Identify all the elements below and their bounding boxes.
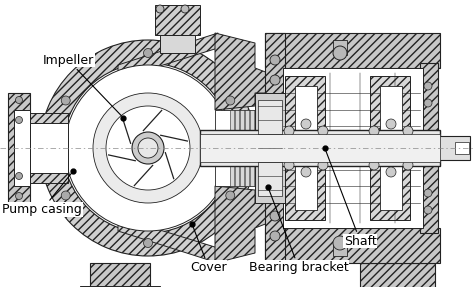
Bar xyxy=(420,63,438,233)
Text: Pump casing: Pump casing xyxy=(2,173,82,216)
Circle shape xyxy=(226,191,235,200)
Circle shape xyxy=(61,96,70,105)
Circle shape xyxy=(403,160,413,170)
Bar xyxy=(200,130,440,166)
Circle shape xyxy=(325,143,335,153)
Bar xyxy=(370,76,410,220)
Polygon shape xyxy=(215,186,268,263)
Bar xyxy=(230,110,234,186)
Circle shape xyxy=(318,126,328,136)
Bar xyxy=(265,33,285,263)
Bar xyxy=(200,134,440,162)
Polygon shape xyxy=(215,33,268,110)
Bar xyxy=(255,93,285,203)
Text: Cover: Cover xyxy=(190,226,227,274)
Bar xyxy=(155,5,200,35)
Bar xyxy=(333,40,347,55)
Circle shape xyxy=(284,160,294,170)
Circle shape xyxy=(424,82,432,90)
Bar xyxy=(435,136,470,160)
Circle shape xyxy=(369,126,379,136)
Bar xyxy=(80,286,160,287)
Bar xyxy=(283,68,423,228)
Circle shape xyxy=(144,49,153,57)
Circle shape xyxy=(301,119,311,129)
Circle shape xyxy=(156,5,164,13)
Circle shape xyxy=(424,189,432,197)
Bar xyxy=(215,110,268,186)
Circle shape xyxy=(270,75,280,85)
Text: Impeller: Impeller xyxy=(43,54,121,116)
Circle shape xyxy=(369,160,379,170)
Circle shape xyxy=(333,236,347,250)
Circle shape xyxy=(318,160,328,170)
Text: Shaft: Shaft xyxy=(326,150,377,248)
Circle shape xyxy=(424,99,432,107)
Bar xyxy=(8,93,30,203)
Circle shape xyxy=(410,143,420,153)
Bar xyxy=(240,110,244,186)
Bar xyxy=(265,228,440,263)
Bar xyxy=(245,110,249,186)
Bar xyxy=(258,100,282,196)
Circle shape xyxy=(277,143,287,153)
Circle shape xyxy=(144,238,153,247)
Bar xyxy=(380,86,402,210)
Circle shape xyxy=(132,132,164,164)
Bar xyxy=(160,35,195,53)
Circle shape xyxy=(270,231,280,241)
Circle shape xyxy=(16,117,22,123)
Polygon shape xyxy=(118,33,218,79)
Circle shape xyxy=(270,55,280,65)
Circle shape xyxy=(106,106,190,190)
Circle shape xyxy=(403,126,413,136)
Circle shape xyxy=(270,211,280,221)
Circle shape xyxy=(16,96,22,104)
Circle shape xyxy=(301,167,311,177)
Bar xyxy=(14,110,30,186)
Bar xyxy=(295,86,317,210)
Text: Bearing bracket: Bearing bracket xyxy=(249,189,348,274)
Circle shape xyxy=(386,167,396,177)
Bar xyxy=(265,33,440,68)
Bar xyxy=(285,76,325,220)
Polygon shape xyxy=(118,217,218,263)
Circle shape xyxy=(181,5,189,13)
Circle shape xyxy=(93,93,203,203)
Circle shape xyxy=(226,96,235,105)
Bar xyxy=(30,118,68,178)
Bar xyxy=(235,110,239,186)
Circle shape xyxy=(16,193,22,199)
Circle shape xyxy=(333,46,347,60)
Circle shape xyxy=(65,65,231,231)
Bar xyxy=(455,142,469,154)
Circle shape xyxy=(424,206,432,214)
Circle shape xyxy=(138,138,158,158)
Circle shape xyxy=(386,119,396,129)
Bar xyxy=(30,173,68,183)
Circle shape xyxy=(284,126,294,136)
Circle shape xyxy=(16,172,22,179)
Bar xyxy=(30,113,68,123)
Bar xyxy=(90,263,150,287)
Circle shape xyxy=(61,191,70,200)
Bar xyxy=(333,241,347,256)
Circle shape xyxy=(362,143,372,153)
Bar xyxy=(360,263,435,287)
Bar xyxy=(250,110,254,186)
